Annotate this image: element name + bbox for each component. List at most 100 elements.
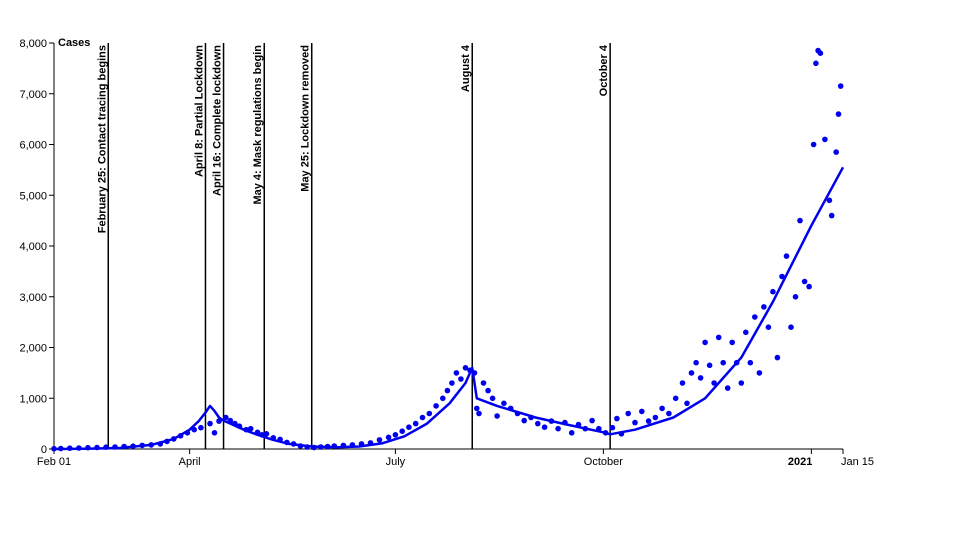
data-point xyxy=(702,339,708,346)
data-point xyxy=(589,417,595,424)
data-point xyxy=(462,365,469,371)
data-point xyxy=(582,425,589,432)
data-point xyxy=(507,405,514,412)
event-lines: February 25: Contact tracing begins April… xyxy=(96,43,611,449)
data-point xyxy=(471,370,478,376)
data-point xyxy=(659,405,665,412)
data-point xyxy=(602,430,609,436)
data-point xyxy=(679,380,686,386)
data-point xyxy=(548,418,555,424)
data-point xyxy=(535,420,541,427)
data-point xyxy=(810,141,817,148)
data-point xyxy=(367,440,374,446)
data-point xyxy=(822,136,828,143)
y-tick-label: 0 xyxy=(41,444,47,456)
data-point xyxy=(765,324,772,331)
event-label: October 4 xyxy=(598,44,610,96)
trend-line-series xyxy=(53,166,845,451)
data-point xyxy=(207,420,213,427)
data-point xyxy=(747,359,754,366)
data-point xyxy=(349,442,356,448)
data-point xyxy=(743,329,749,336)
data-point xyxy=(236,423,243,430)
y-tick-label: 5,000 xyxy=(19,190,47,202)
data-point xyxy=(148,442,154,448)
data-point xyxy=(318,444,324,450)
data-point xyxy=(284,439,290,446)
data-point xyxy=(835,111,842,117)
data-point xyxy=(324,443,331,450)
data-point xyxy=(761,304,767,310)
data-point xyxy=(444,387,451,394)
data-point xyxy=(625,410,631,417)
data-point xyxy=(806,283,812,290)
data-point xyxy=(514,410,521,417)
data-point xyxy=(426,410,433,417)
data-point xyxy=(164,438,170,445)
data-point xyxy=(828,212,835,219)
y-tick-label: 6,000 xyxy=(19,140,47,152)
trend-line xyxy=(53,166,845,451)
data-point xyxy=(263,431,270,437)
x-tick-label: October xyxy=(584,456,623,468)
y-tick-label: 3,000 xyxy=(19,292,47,304)
data-point xyxy=(528,414,534,421)
x-tick-label: April xyxy=(179,456,201,468)
data-point xyxy=(406,424,412,431)
data-point xyxy=(720,359,726,366)
data-point xyxy=(121,443,127,450)
data-point xyxy=(211,430,218,436)
data-point xyxy=(639,408,645,415)
y-axis: Cases 0 1,000 2,000 3,000 4,000 5,000 6,000 7,0… xyxy=(19,37,90,456)
data-point xyxy=(672,395,679,402)
data-point xyxy=(645,418,652,424)
data-point xyxy=(76,445,82,451)
data-point xyxy=(223,414,229,421)
data-point xyxy=(833,149,839,155)
data-point xyxy=(304,444,311,450)
y-tick-label: 1,000 xyxy=(19,393,47,405)
event-label: May 25: Lockdown removed xyxy=(300,45,312,192)
data-point xyxy=(733,359,740,366)
data-point xyxy=(706,362,713,369)
data-point xyxy=(783,253,790,259)
data-point xyxy=(792,294,799,300)
event-label: May 4: Mask regulations begin xyxy=(252,45,264,205)
data-point xyxy=(433,403,439,409)
data-point xyxy=(738,380,745,386)
data-point xyxy=(392,432,399,438)
data-point xyxy=(711,380,717,386)
data-point xyxy=(826,197,833,204)
data-point xyxy=(779,273,785,280)
data-point xyxy=(85,444,91,451)
data-point xyxy=(254,429,261,436)
data-point xyxy=(596,425,602,432)
y-tick-label: 4,000 xyxy=(19,241,47,253)
data-point xyxy=(453,370,460,376)
data-point xyxy=(130,443,136,450)
data-point xyxy=(51,445,57,452)
data-point xyxy=(184,430,191,436)
data-point xyxy=(813,60,819,67)
x-tick-label: 2021 xyxy=(788,456,812,468)
data-point xyxy=(385,434,392,441)
data-point xyxy=(290,441,297,447)
data-point xyxy=(297,443,304,449)
data-point xyxy=(541,424,548,431)
data-point xyxy=(752,314,758,320)
data-point xyxy=(756,370,763,376)
event-label: April 8: Partial Lockdown xyxy=(193,45,205,177)
data-point xyxy=(724,385,731,391)
data-point xyxy=(652,414,659,421)
data-point xyxy=(693,359,699,366)
daily-cases-series xyxy=(51,47,844,452)
data-point xyxy=(797,217,803,224)
data-point xyxy=(331,443,338,449)
data-point xyxy=(618,431,625,437)
data-point xyxy=(715,334,722,341)
data-point xyxy=(358,441,365,447)
data-point xyxy=(270,435,277,441)
y-tick-label: 7,000 xyxy=(19,89,47,101)
data-point xyxy=(476,410,482,417)
